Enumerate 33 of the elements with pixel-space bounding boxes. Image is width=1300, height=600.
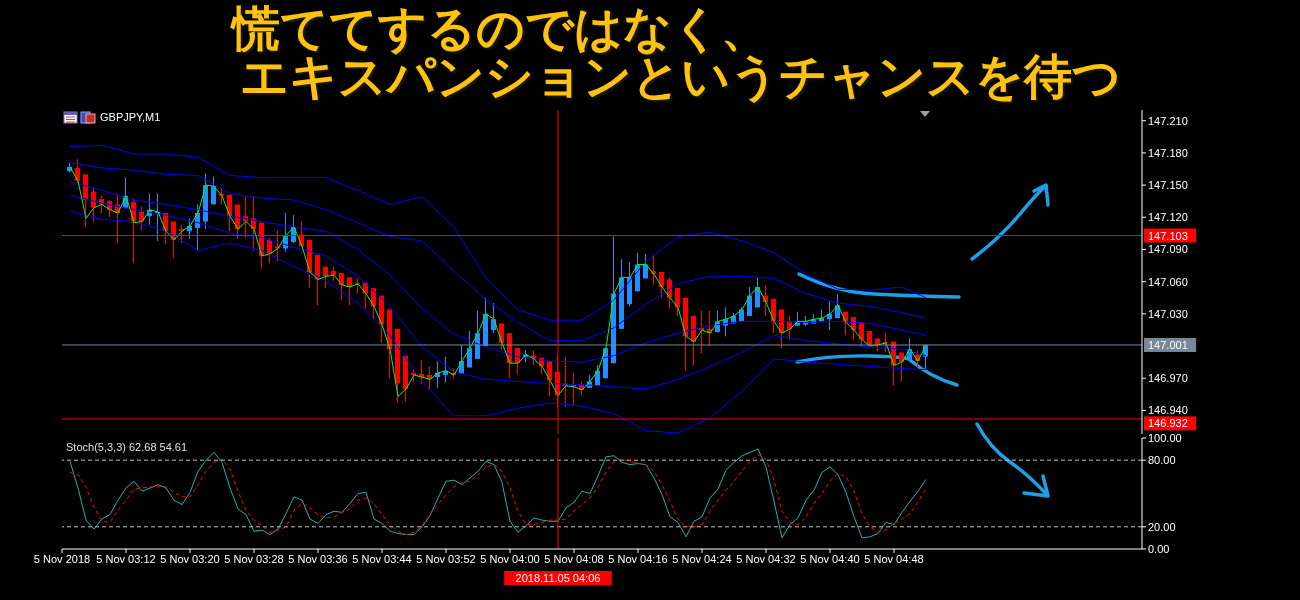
y-tick-label: 0.00 (1148, 542, 1170, 555)
ref-line-label: 2018.11.05 04:06 (515, 572, 601, 584)
y-tick-label: 100.00 (1148, 431, 1182, 444)
x-tick-label: 5 Nov 03:20 (160, 552, 220, 565)
x-tick-label: 5 Nov 03:52 (416, 552, 476, 565)
y-tick-label: 147.210 (1148, 114, 1188, 127)
x-tick-label: 5 Nov 04:08 (544, 552, 604, 565)
x-tick-label: 5 Nov 03:36 (288, 552, 348, 565)
x-tick-label: 5 Nov 03:28 (224, 552, 284, 565)
x-tick-label: 5 Nov 04:00 (480, 552, 540, 565)
x-tick-label: 5 Nov 04:40 (800, 552, 860, 565)
x-tick-label: 5 Nov 04:32 (736, 552, 796, 565)
y-tick-label: 20.00 (1148, 520, 1176, 533)
ref-line-label: 146.932 (1148, 417, 1188, 430)
y-tick-label: 147.060 (1148, 275, 1188, 288)
ref-line-label: 147.103 (1148, 229, 1188, 242)
x-tick-label: 5 Nov 04:48 (864, 552, 924, 565)
annotation: GBPJPY,M1 (100, 111, 161, 124)
x-tick-label: 5 Nov 03:12 (96, 552, 156, 565)
x-tick-label: 5 Nov 03:44 (352, 552, 412, 565)
y-tick-label: 147.120 (1148, 211, 1188, 224)
y-tick-label: 146.970 (1148, 372, 1188, 385)
x-tick-label: 5 Nov 2018 (33, 552, 91, 565)
y-tick-label: 147.150 (1148, 179, 1188, 191)
y-tick-label: 146.940 (1148, 404, 1188, 417)
y-tick-label: 147.090 (1148, 243, 1188, 256)
ref-line-label: 147.001 (1148, 338, 1188, 351)
y-tick-label: 147.030 (1148, 307, 1188, 320)
y-tick-label: 80.00 (1148, 454, 1176, 467)
x-tick-label: 5 Nov 04:16 (608, 552, 668, 565)
x-tick-label: 5 Nov 04:24 (672, 552, 732, 565)
y-tick-label: 147.180 (1148, 146, 1188, 159)
chart-title: Stoch(5,3,3) 62.68 54.61 (66, 441, 188, 454)
